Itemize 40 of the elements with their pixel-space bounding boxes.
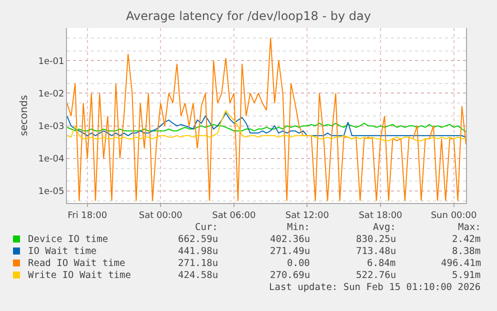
x-tick-label: Sat 12:00 <box>285 210 330 221</box>
text: 713.48u <box>356 246 396 257</box>
text: 8.38m <box>452 246 481 257</box>
text: 830.25u <box>356 234 396 245</box>
chart-title: Average latency for /dev/loop18 - by day <box>126 9 371 24</box>
x-tick-label: Fri 18:00 <box>68 210 108 221</box>
x-tick-label: Sat 00:00 <box>138 210 183 221</box>
legend-label: Device IO time <box>28 234 108 245</box>
line-series <box>67 37 466 202</box>
y-axis-title: seconds <box>19 95 30 136</box>
x-tick-label: Sun 00:00 <box>430 210 478 221</box>
y-tick-label: 1e-03 <box>38 122 64 132</box>
text: 662.59u <box>178 234 218 245</box>
text: Cur: <box>195 222 218 233</box>
legend-label: Read IO Wait time <box>28 258 126 269</box>
text: 402.36u <box>270 234 310 245</box>
y-tick-label: 1e-01 <box>38 56 64 67</box>
text: 271.49u <box>270 246 310 257</box>
y-tick-label: 1e-02 <box>38 89 64 100</box>
x-tick-label: Sat 18:00 <box>358 210 403 221</box>
text: 270.69u <box>270 270 310 281</box>
y-tick-label: 1e-05 <box>38 187 64 198</box>
text: 0.00 <box>287 258 310 269</box>
text: Min: <box>287 222 310 233</box>
y-tick-label: 1e-04 <box>38 154 64 165</box>
text: 441.98u <box>178 246 218 257</box>
text: 496.41m <box>441 258 482 269</box>
text: 424.58u <box>178 270 218 281</box>
x-tick-label: Sat 06:00 <box>212 210 256 221</box>
text: 271.18u <box>178 258 218 269</box>
text: Last update: Sun Feb 15 01:10:00 2026 <box>269 282 481 293</box>
line-series <box>67 122 466 132</box>
legend-label: IO Wait time <box>28 246 97 257</box>
text: Max: <box>458 222 481 233</box>
text: 5.91m <box>452 270 481 281</box>
text: 522.76u <box>356 270 396 281</box>
text: Avg: <box>373 222 396 233</box>
text: 6.84m <box>367 258 396 269</box>
text: 2.42m <box>452 234 481 245</box>
legend-label: Write IO Wait time <box>28 270 132 281</box>
